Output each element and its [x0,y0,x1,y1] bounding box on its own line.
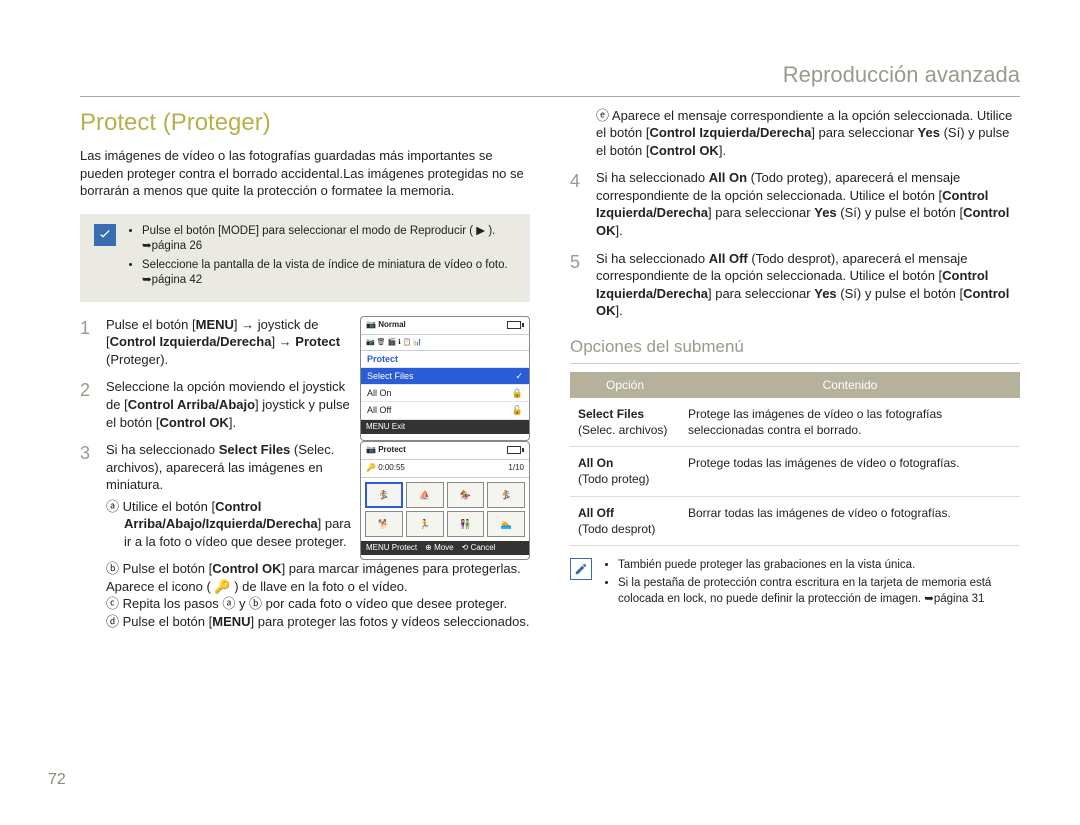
step-3-text: Si ha seleccionado Select Files (Selec. … [106,441,352,550]
step-number: 3 [80,441,96,550]
page-number: 72 [48,769,66,791]
pencil-icon [570,558,592,580]
options-table: Opción Contenido Select Files(Selec. arc… [570,372,1020,546]
step-number: 5 [570,250,586,320]
table-row: All On(Todo proteg) Protege todas las im… [570,447,1020,496]
camera-screen-menu: 📷 Normal 📷 🗑 🎬 ℹ 📋 📊 Protect Select File… [360,316,530,441]
step-5-text: Si ha seleccionado All Off (Todo desprot… [596,250,1020,320]
step-3e-text: ⓔ Aparece el mensaje correspondiente a l… [570,107,1020,160]
table-row: Select Files(Selec. archivos) Protege la… [570,398,1020,447]
step-4-text: Si ha seleccionado All On (Todo proteg),… [596,169,1020,239]
table-header: Opción [570,372,680,398]
tip-item: También puede proteger las grabaciones e… [618,558,1020,574]
check-icon [94,224,116,246]
step-number: 1 [80,316,96,369]
step-1-text: Pulse el botón [MENU] → joystick de [Con… [106,316,352,369]
table-header: Contenido [680,372,1020,398]
table-row: All Off(Todo desprot) Borrar todas las i… [570,496,1020,545]
camera-screen-thumbs: 📷 Protect 🔑 0:00:55 1/10 🏂⛵🏇🏂 🐕🏃👫🏊 [360,441,530,560]
step-2-text: Seleccione la opción moviendo el joystic… [106,378,352,431]
note-box: Pulse el botón [MODE] para seleccionar e… [80,214,530,302]
note-item: Seleccione la pantalla de la vista de ín… [142,258,516,289]
subsection-title: Opciones del submenú [570,336,1020,364]
intro-text: Las imágenes de vídeo o las fotografías … [80,147,530,200]
tip-item: Si la pestaña de protección contra escri… [618,576,1020,607]
step-3-subitems: ⓑ Pulse el botón [Control OK] para marca… [80,560,530,630]
tip-box: También puede proteger las grabaciones e… [570,558,1020,611]
page-title: Reproducción avanzada [80,60,1020,96]
step-number: 2 [80,378,96,431]
step-number: 4 [570,169,586,239]
section-title: Protect (Proteger) [80,107,530,139]
note-item: Pulse el botón [MODE] para seleccionar e… [142,224,516,255]
